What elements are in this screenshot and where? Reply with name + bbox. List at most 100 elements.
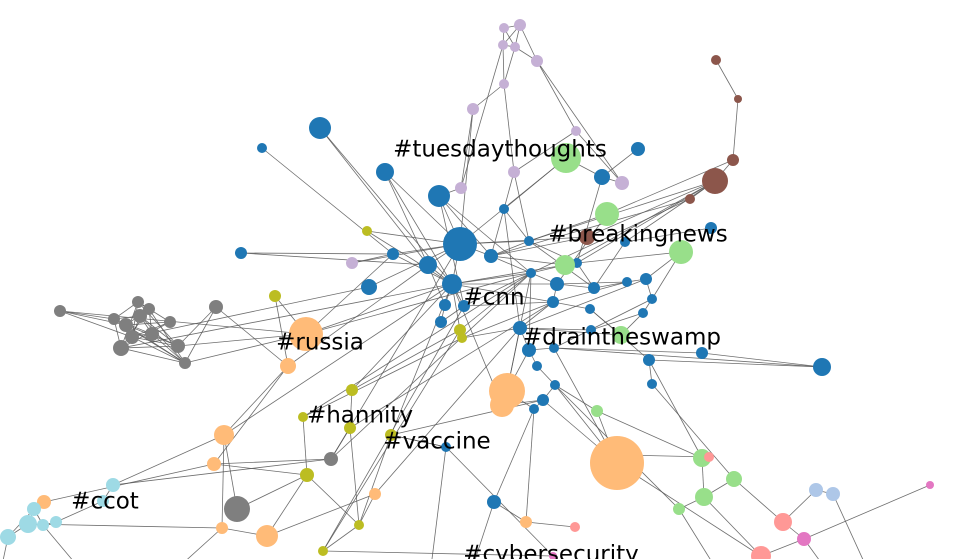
graph-node-orange: [289, 317, 323, 351]
graph-node-blue: [361, 279, 377, 295]
graph-edge: [125, 321, 171, 326]
graph-edge: [576, 176, 603, 264]
graph-node-orange: [256, 525, 278, 547]
graph-node-olive: [454, 324, 466, 336]
graph-edge: [536, 60, 623, 184]
graph-node-blue: [513, 321, 527, 335]
graph-node-cyan: [27, 502, 41, 516]
graph-node-blue: [696, 347, 708, 359]
graph-node-purple: [508, 166, 520, 178]
graph-edge: [438, 195, 492, 257]
graph-edge: [513, 171, 530, 242]
graph-node-cyan: [50, 516, 62, 528]
graph-edge: [274, 295, 289, 367]
graph-edge: [459, 108, 474, 245]
graph-node-green: [612, 326, 630, 344]
graph-node-purple: [499, 23, 509, 33]
graph-edge: [223, 283, 453, 436]
graph-node-gray: [143, 303, 155, 315]
graph-edge: [59, 310, 307, 335]
graph-node-olive: [269, 290, 281, 302]
graph-edge: [519, 327, 622, 336]
graph-edge: [503, 208, 521, 329]
graph-node-gray: [179, 357, 191, 369]
graph-node-cyan: [19, 515, 37, 533]
graph-node-green: [726, 471, 742, 487]
graph-edge: [593, 241, 626, 289]
graph-node-blue: [376, 163, 394, 181]
graph-edge: [223, 365, 289, 436]
graph-edge: [59, 310, 115, 320]
graph-node-blue: [640, 273, 652, 285]
graph-node-purple: [455, 182, 467, 194]
graph-edge: [349, 389, 353, 429]
graph-node-green: [595, 202, 619, 226]
graph-node-blue: [647, 379, 657, 389]
graph-node-purple: [510, 42, 520, 52]
graph-node-blue: [550, 380, 560, 390]
graph-edge: [351, 243, 461, 264]
graph-edge: [624, 180, 716, 243]
graph-edge: [451, 283, 554, 303]
graph-edge: [305, 283, 453, 335]
graph-node-purple: [531, 55, 543, 67]
graph-node-blue: [594, 169, 610, 185]
graph-edge: [451, 264, 566, 285]
graph-edge: [438, 195, 532, 274]
graph-node-olive: [346, 384, 358, 396]
graph-edge: [519, 24, 538, 62]
graph-edge: [536, 60, 577, 132]
graph-node-gray: [133, 309, 147, 323]
graph-edge: [177, 306, 217, 347]
node-layer: [0, 19, 934, 559]
graph-edge: [678, 508, 711, 559]
graph-node-gray: [113, 340, 129, 356]
graph-node-olive: [385, 429, 397, 441]
graph-edge: [131, 336, 186, 364]
graph-node-blue: [419, 256, 437, 274]
graph-edge: [322, 550, 554, 557]
graph-node-orange: [369, 488, 381, 500]
graph-edge: [553, 298, 653, 349]
graph-node-pink: [774, 513, 792, 531]
graph-node-orange: [590, 436, 644, 490]
graph-edge: [701, 352, 823, 368]
graph-node-blue: [499, 204, 509, 214]
graph-node-purple: [467, 103, 479, 115]
graph-node-orange: [520, 516, 532, 528]
graph-node-lightblue: [826, 487, 840, 501]
graph-edge: [302, 272, 532, 418]
graph-edge: [616, 462, 762, 557]
graph-node-brown: [685, 194, 695, 204]
graph-edge: [576, 251, 682, 264]
graph-node-blue: [442, 274, 462, 294]
graph-edge: [261, 147, 394, 255]
graph-edge: [586, 180, 716, 238]
hashtag-label-cybersecurity: #cybersecurity: [463, 542, 639, 559]
graph-edge: [384, 171, 429, 266]
graph-node-pink: [751, 546, 771, 559]
graph-node-gray: [324, 452, 338, 466]
graph-node-green: [695, 488, 713, 506]
hashtag-label-ccot: #ccot: [71, 489, 139, 515]
graph-edge: [463, 272, 532, 307]
graph-node-blue: [620, 237, 630, 247]
graph-edge: [349, 427, 360, 526]
graph-edge: [374, 327, 521, 495]
graph-edge: [503, 46, 516, 85]
graph-edge: [554, 384, 598, 412]
graph-node-blue: [532, 361, 542, 371]
hashtag-label-hannity: #hannity: [307, 403, 413, 429]
graph-node-cyan: [97, 495, 109, 507]
graph-edge: [474, 501, 495, 559]
graph-node-gray: [132, 296, 144, 308]
graph-edge: [302, 416, 308, 476]
graph-edge: [59, 310, 133, 338]
graph-node-purple: [498, 40, 508, 50]
graph-edge: [240, 252, 394, 255]
graph-node-pink: [570, 522, 580, 532]
graph-node-blue: [435, 316, 447, 328]
graph-node-blue: [550, 277, 564, 291]
graph-edge: [184, 306, 217, 364]
